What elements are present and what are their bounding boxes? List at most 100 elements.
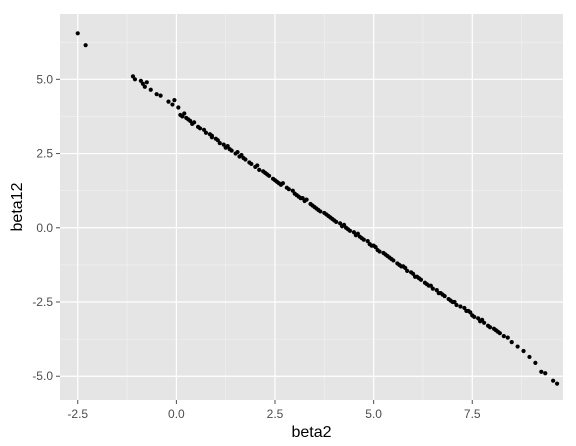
data-point — [430, 286, 435, 291]
data-point — [132, 77, 138, 82]
data-point — [434, 288, 439, 293]
data-point — [515, 344, 520, 349]
data-point — [239, 152, 244, 158]
data-point — [347, 228, 353, 233]
data-point — [148, 87, 153, 92]
data-point — [257, 167, 262, 172]
data-point — [188, 118, 193, 123]
data-point — [276, 181, 282, 186]
data-point — [221, 142, 226, 147]
data-point — [328, 215, 333, 220]
data-point — [182, 111, 187, 116]
data-point — [154, 92, 159, 97]
data-point — [466, 308, 471, 314]
data-point — [442, 293, 447, 299]
data-point — [450, 299, 455, 305]
data-point — [480, 317, 485, 322]
data-point — [501, 334, 506, 339]
data-point — [355, 231, 360, 236]
data-point — [476, 316, 481, 321]
y-tick-label: -2.5 — [32, 295, 53, 309]
data-point — [318, 209, 323, 214]
data-point — [290, 188, 295, 193]
data-point — [209, 133, 214, 138]
data-point — [493, 328, 499, 333]
data-point — [223, 145, 228, 150]
data-point — [197, 126, 203, 131]
data-point — [521, 348, 526, 354]
data-point — [487, 325, 493, 330]
data-point — [215, 138, 220, 143]
data-point — [138, 78, 143, 83]
data-point — [180, 114, 185, 119]
data-point — [391, 258, 396, 263]
data-point — [454, 302, 459, 308]
data-point — [472, 314, 477, 319]
minor-gridlines — [60, 14, 563, 400]
data-point — [130, 74, 136, 79]
data-point — [203, 130, 209, 135]
data-point — [414, 274, 420, 279]
data-point — [286, 187, 291, 192]
y-tick-label: -5.0 — [32, 369, 53, 383]
y-axis-ticks: -5.0 -2.5 0.0 2.5 5.0 — [32, 72, 60, 383]
data-point — [539, 369, 544, 374]
x-tick-label: 0.0 — [168, 407, 185, 421]
data-point — [426, 283, 431, 288]
y-axis-title: beta12 — [9, 182, 26, 231]
data-point — [166, 99, 171, 104]
data-point — [401, 264, 406, 269]
data-point — [410, 271, 416, 276]
data-point — [229, 148, 234, 153]
data-point — [385, 253, 390, 259]
data-point — [482, 320, 487, 325]
x-axis-title: beta2 — [291, 424, 331, 441]
data-point — [263, 170, 268, 175]
x-tick-label: 2.5 — [267, 407, 284, 421]
data-point — [418, 277, 424, 282]
data-point — [217, 141, 222, 146]
data-point — [142, 84, 147, 89]
y-tick-label: 5.0 — [36, 72, 53, 86]
data-point — [458, 304, 463, 309]
data-point — [314, 206, 319, 211]
data-point — [341, 222, 347, 227]
data-point — [144, 80, 149, 85]
data-point — [357, 234, 362, 239]
data-point — [83, 43, 88, 48]
data-point — [527, 354, 532, 360]
data-point — [75, 31, 80, 36]
data-point — [170, 102, 175, 107]
data-point — [543, 371, 548, 376]
data-point — [533, 360, 538, 365]
data-point — [140, 81, 145, 86]
data-point — [280, 181, 285, 186]
data-point — [334, 219, 339, 224]
data-point — [266, 173, 272, 178]
data-point — [338, 221, 343, 226]
data-point — [365, 239, 370, 244]
data-point — [497, 331, 502, 336]
x-tick-label: 7.5 — [464, 407, 481, 421]
data-point — [172, 98, 177, 103]
data-point — [438, 291, 443, 296]
data-point — [249, 161, 254, 167]
data-points — [75, 31, 560, 386]
data-point — [371, 243, 376, 248]
data-point — [255, 163, 260, 168]
data-point — [351, 230, 357, 235]
data-point — [192, 120, 197, 125]
major-gridlines — [60, 14, 563, 400]
data-point — [505, 335, 510, 340]
data-point — [201, 127, 207, 132]
x-tick-label: -2.5 — [67, 407, 88, 421]
data-point — [551, 378, 556, 383]
data-point — [298, 195, 303, 201]
y-tick-label: 2.5 — [36, 147, 53, 161]
data-point — [343, 225, 349, 230]
data-point — [243, 157, 248, 162]
x-tick-label: 5.0 — [365, 407, 382, 421]
data-point — [304, 197, 309, 202]
data-point — [405, 268, 410, 273]
